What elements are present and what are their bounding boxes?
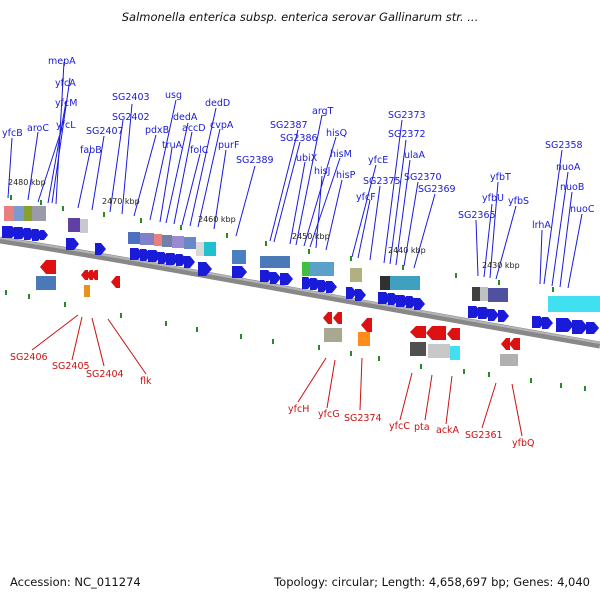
gene-label-hisP: hisP — [336, 170, 356, 181]
gene-label-usg: usg — [165, 90, 182, 101]
gene-label-yfbS: yfbS — [508, 196, 529, 207]
kbp-labels: 2480 kbp 2470 kbp 2460 kbp 2450 kbp 2440… — [8, 178, 520, 270]
reverse-label-lines — [31, 314, 523, 437]
gene-label-yfcM: yfcM — [55, 98, 77, 109]
gene-label-pta: pta — [414, 422, 430, 433]
gene-label-yfbU: yfbU — [482, 193, 504, 204]
gene-label-yfcF: yfcF — [356, 192, 376, 203]
gene-label-SG2365: SG2365 — [458, 210, 496, 221]
gene-label-SG2386: SG2386 — [280, 133, 318, 144]
gene-label-argT: argT — [312, 106, 334, 117]
kbp-2460: 2460 kbp — [198, 215, 236, 224]
reverse-gene-boxes — [36, 276, 518, 366]
gene-label-aroC: aroC — [27, 123, 49, 134]
gene-label-nuoA: nuoA — [556, 162, 581, 173]
gene-label-folC: folC — [190, 145, 209, 156]
gene-label-hisM: hisM — [330, 149, 352, 160]
gene-label-dedA: dedA — [173, 112, 198, 123]
gene-label-nuoC: nuoC — [570, 204, 595, 215]
gene-label-SG2407: SG2407 — [86, 126, 124, 137]
gene-label-SG2402: SG2402 — [112, 112, 150, 123]
gene-label-yfcE: yfcE — [368, 155, 388, 166]
gene-label-accD: accD — [182, 123, 206, 134]
gene-label-SG2387: SG2387 — [270, 120, 308, 131]
reverse-gene-arrows[interactable] — [40, 260, 520, 350]
reverse-gene-labels[interactable]: SG2406 SG2405 SG2404 flk yfcH yfcG SG237… — [10, 352, 534, 449]
forward-gene-arrows[interactable] — [2, 226, 599, 334]
gene-label-SG2405: SG2405 — [52, 361, 90, 372]
backbone — [0, 236, 600, 349]
gene-label-hisQ: hisQ — [326, 128, 347, 139]
map-title: Salmonella enterica subsp. enterica sero… — [121, 10, 479, 24]
gene-label-yfcG: yfcG — [318, 409, 340, 420]
forward-gene-labels[interactable]: yfcB aroC yfcL yfcM yfcA mepA fabB SG240… — [2, 56, 595, 231]
gene-label-SG2406: SG2406 — [10, 352, 48, 363]
gene-label-yfcA: yfcA — [55, 78, 76, 89]
gene-label-flk: flk — [140, 376, 152, 387]
gene-label-dedD: dedD — [205, 98, 230, 109]
forward-gene-boxes — [4, 206, 600, 312]
kbp-2480: 2480 kbp — [8, 178, 46, 187]
gene-label-yfcH: yfcH — [288, 404, 309, 415]
gene-label-purF: purF — [218, 140, 239, 151]
gene-label-SG2370: SG2370 — [404, 172, 442, 183]
gene-label-truA: truA — [162, 140, 183, 151]
gene-label-yfbQ: yfbQ — [512, 438, 534, 449]
gene-label-SG2373: SG2373 — [388, 110, 426, 121]
gene-label-pdxB: pdxB — [145, 125, 169, 136]
gene-label-ubiX: ubiX — [296, 153, 318, 164]
gene-label-nuoB: nuoB — [560, 182, 584, 193]
kbp-2450: 2450 kbp — [292, 232, 330, 241]
gene-label-yfcC: yfcC — [389, 421, 410, 432]
forward-label-lines — [7, 61, 583, 289]
gene-label-fabB: fabB — [80, 145, 102, 156]
gene-label-SG2404: SG2404 — [86, 369, 124, 380]
gene-label-SG2374: SG2374 — [344, 413, 382, 424]
gene-label-SG2358: SG2358 — [545, 140, 583, 151]
gene-label-lrhA: lrhA — [532, 220, 551, 231]
gene-label-SG2375: SG2375 — [363, 176, 401, 187]
gene-label-cvpA: cvpA — [210, 120, 234, 131]
gene-label-ackA: ackA — [436, 425, 460, 436]
gene-label-yfcL: yfcL — [56, 120, 76, 131]
tick-marks — [5, 195, 586, 391]
gene-label-SG2389: SG2389 — [236, 155, 274, 166]
kbp-2430: 2430 kbp — [482, 261, 520, 270]
gene-label-hisJ: hisJ — [314, 166, 330, 177]
gene-label-mepA: mepA — [48, 56, 76, 67]
kbp-2440: 2440 kbp — [388, 246, 426, 255]
gene-label-ulaA: ulaA — [404, 150, 425, 161]
gene-label-SG2403: SG2403 — [112, 92, 150, 103]
genome-summary-text: Topology: circular; Length: 4,658,697 bp… — [274, 575, 590, 589]
gene-label-yfbT: yfbT — [490, 172, 511, 183]
accession-text: Accession: NC_011274 — [10, 575, 141, 589]
gene-label-SG2369: SG2369 — [418, 184, 456, 195]
gene-label-yfcB: yfcB — [2, 128, 23, 139]
kbp-2470: 2470 kbp — [102, 197, 140, 206]
gene-label-SG2372: SG2372 — [388, 129, 426, 140]
gene-label-SG2361: SG2361 — [465, 430, 503, 441]
